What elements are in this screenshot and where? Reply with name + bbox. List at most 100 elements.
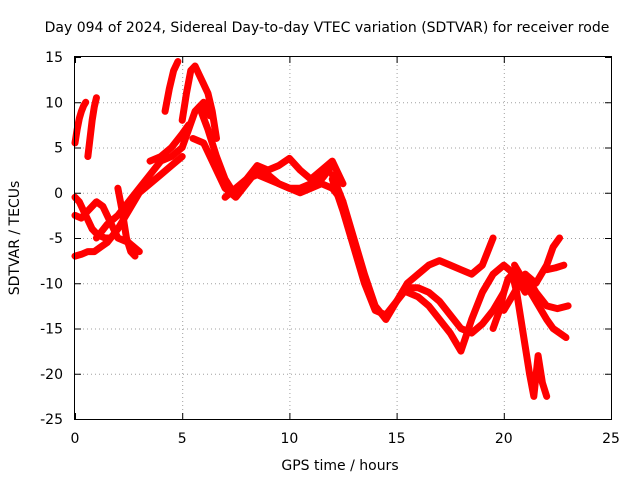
data-point-marker xyxy=(189,135,196,142)
data-point-marker xyxy=(123,235,130,241)
data-point-marker xyxy=(526,370,533,377)
data-point-marker xyxy=(179,153,186,160)
series-trace xyxy=(161,58,182,115)
data-point-marker xyxy=(222,176,229,183)
data-point-marker xyxy=(554,305,561,312)
data-point-marker xyxy=(490,271,497,278)
data-point-marker xyxy=(114,185,121,192)
data-point-marker xyxy=(232,185,239,192)
data-point-marker xyxy=(307,185,314,192)
series-track-i xyxy=(161,58,182,115)
data-point-marker xyxy=(436,298,443,305)
x-tick-label: 5 xyxy=(178,431,187,447)
series-track-j xyxy=(178,62,221,142)
data-point-marker xyxy=(500,307,507,314)
data-point-marker xyxy=(213,135,220,142)
data-point-marker xyxy=(297,189,304,196)
y-tick-label: -15 xyxy=(40,322,63,338)
data-point-marker xyxy=(556,330,563,337)
data-point-marker xyxy=(209,108,216,115)
data-point-marker xyxy=(84,153,91,160)
data-point-marker xyxy=(543,393,550,400)
data-point-marker xyxy=(479,262,486,269)
data-point-marker xyxy=(243,176,250,183)
data-point-marker xyxy=(415,293,422,300)
data-point-marker xyxy=(132,253,139,260)
data-point-marker xyxy=(93,94,100,101)
data-point-marker xyxy=(119,207,126,214)
data-point-marker xyxy=(91,103,98,110)
series-track-t xyxy=(521,270,572,313)
data-point-marker xyxy=(254,171,261,178)
data-point-marker xyxy=(76,198,83,205)
data-point-marker xyxy=(447,330,454,337)
data-point-marker xyxy=(490,235,497,241)
data-point-marker xyxy=(196,72,203,79)
data-point-marker xyxy=(192,63,199,70)
data-point-marker xyxy=(254,162,261,169)
data-point-marker xyxy=(505,275,512,282)
data-point-marker xyxy=(535,352,542,359)
data-point-marker xyxy=(404,289,411,296)
data-point-marker xyxy=(425,302,432,309)
data-point-marker xyxy=(80,102,87,109)
series-track-p xyxy=(403,261,529,355)
data-point-marker xyxy=(447,262,454,269)
y-tick-label: -5 xyxy=(49,231,63,247)
data-point-marker xyxy=(264,167,271,174)
data-point-marker xyxy=(147,158,154,165)
series-trace xyxy=(403,261,529,355)
data-point-marker xyxy=(552,264,559,271)
data-point-marker xyxy=(204,126,211,133)
data-point-marker xyxy=(511,262,518,269)
data-point-marker xyxy=(168,162,175,169)
data-point-marker xyxy=(329,158,336,165)
data-point-marker xyxy=(74,126,81,133)
series-track-o xyxy=(328,175,508,337)
data-point-marker xyxy=(340,180,346,187)
data-point-marker xyxy=(78,251,85,258)
series-trace xyxy=(71,98,90,147)
data-point-marker xyxy=(436,316,443,323)
data-point-marker xyxy=(447,311,454,318)
data-point-marker xyxy=(522,343,529,350)
data-point-marker xyxy=(104,221,111,228)
data-point-marker xyxy=(490,325,497,332)
data-point-marker xyxy=(532,289,539,296)
data-point-marker xyxy=(125,207,132,214)
data-point-marker xyxy=(222,194,229,201)
y-tick-label: 0 xyxy=(54,186,63,202)
data-point-marker xyxy=(89,225,96,232)
data-point-marker xyxy=(187,67,194,74)
data-point-marker xyxy=(179,117,186,124)
y-tick-label: 15 xyxy=(45,50,63,66)
plot-area xyxy=(71,58,572,400)
tick-labels: 0 5 10 15 20 25 -25 -20 -15 -10 -5 0 5 10 15 xyxy=(40,50,620,447)
data-point-marker xyxy=(382,311,389,318)
data-point-marker xyxy=(425,289,432,296)
x-axis-label: GPS time / hours xyxy=(281,458,398,474)
data-point-marker xyxy=(93,235,100,241)
data-point-marker xyxy=(170,67,177,74)
data-point-marker xyxy=(127,248,134,255)
data-point-marker xyxy=(361,280,368,287)
data-point-marker xyxy=(297,167,304,174)
data-point-marker xyxy=(318,167,325,174)
data-point-marker xyxy=(340,207,346,214)
data-point-marker xyxy=(114,235,121,241)
chart-title: Day 094 of 2024, Sidereal Day-to-day VTE… xyxy=(45,20,610,36)
data-point-marker xyxy=(196,103,203,110)
series-track-b xyxy=(84,94,100,161)
data-point-marker xyxy=(307,176,314,183)
plot-frame xyxy=(74,56,612,420)
data-point-marker xyxy=(511,289,518,296)
data-point-marker xyxy=(99,203,106,210)
data-point-marker xyxy=(556,235,563,241)
data-point-marker xyxy=(286,155,293,162)
data-point-marker xyxy=(457,325,464,332)
data-point-marker xyxy=(264,176,271,183)
data-point-marker xyxy=(329,176,336,183)
data-point-marker xyxy=(539,379,546,386)
data-point-marker xyxy=(562,334,569,341)
